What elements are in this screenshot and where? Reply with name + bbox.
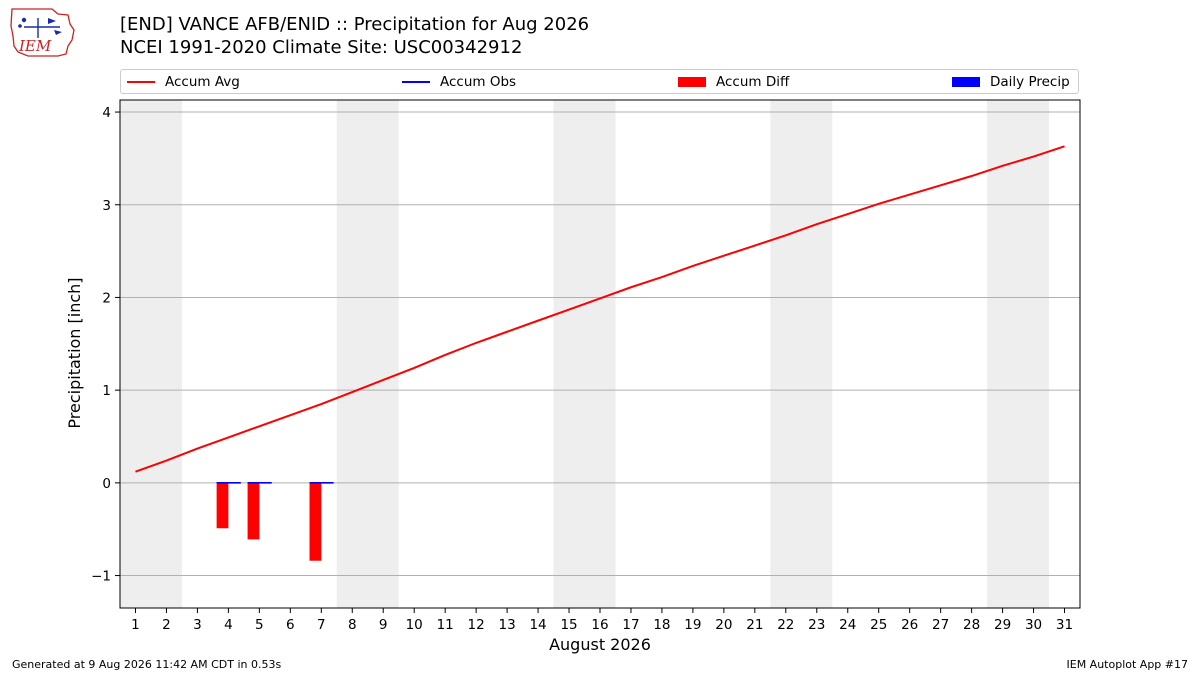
- iem-logo: IEM: [10, 8, 75, 57]
- footer-generated: Generated at 9 Aug 2026 11:42 AM CDT in …: [12, 658, 282, 671]
- x-tick-label: 14: [529, 617, 546, 633]
- title-line-1: [END] VANCE AFB/ENID :: Precipitation fo…: [120, 14, 590, 35]
- weekend-shade: [987, 100, 1050, 608]
- state-outline-shape: [10, 8, 75, 57]
- x-tick-label: 13: [499, 617, 516, 633]
- legend-item-daily-precip: Daily Precip: [952, 73, 1070, 91]
- legend-label-accum-avg: Accum Avg: [165, 74, 240, 90]
- y-tick-label: −1: [91, 569, 111, 585]
- x-tick-label: 11: [437, 617, 454, 633]
- x-tick-label: 25: [870, 617, 887, 633]
- legend-swatch-accum-diff: [678, 77, 706, 87]
- x-tick-label: 28: [963, 617, 980, 633]
- accum-diff-bar: [309, 482, 322, 561]
- x-tick-label: 30: [1025, 617, 1042, 633]
- legend-swatch-daily-precip: [952, 77, 980, 87]
- legend-swatch-accum-obs: [402, 81, 430, 83]
- weekend-shade: [336, 100, 399, 608]
- x-tick-label: 3: [193, 617, 202, 633]
- legend-swatch-accum-avg: [127, 81, 155, 83]
- y-tick-label: 0: [102, 476, 111, 492]
- x-tick-label: 16: [591, 617, 608, 633]
- y-tick-label: 1: [102, 383, 111, 399]
- x-tick-label: 8: [348, 617, 357, 633]
- y-tick-label: 2: [102, 290, 111, 306]
- legend-item-accum-obs: Accum Obs: [402, 73, 516, 91]
- x-tick-label: 12: [468, 617, 485, 633]
- x-tick-label: 5: [255, 617, 264, 633]
- accum-diff-bar: [216, 482, 229, 529]
- x-axis-label: August 2026: [549, 635, 651, 654]
- accum-diff-bar: [247, 482, 260, 540]
- legend: Accum Avg Accum Obs Accum Diff Daily Pre…: [120, 69, 1079, 94]
- x-tick-label: 7: [317, 617, 326, 633]
- x-tick-label: 18: [653, 617, 670, 633]
- y-tick-label: 4: [102, 105, 111, 121]
- weekend-shade: [553, 100, 616, 608]
- weekend-shade: [120, 100, 182, 608]
- y-tick-label: 3: [102, 198, 111, 214]
- x-tick-label: 31: [1056, 617, 1073, 633]
- x-tick-label: 24: [839, 617, 856, 633]
- title-line-2: NCEI 1991-2020 Climate Site: USC00342912: [120, 37, 523, 58]
- x-tick-label: 19: [684, 617, 701, 633]
- x-tick-label: 6: [286, 617, 295, 633]
- accum-avg-line: [135, 145, 1065, 473]
- y-axis-label: Precipitation [inch]: [65, 277, 84, 428]
- weekend-shade: [770, 100, 833, 608]
- x-tick-label: 4: [224, 617, 233, 633]
- x-tick-label: 1: [131, 617, 140, 633]
- legend-label-daily-precip: Daily Precip: [990, 74, 1070, 90]
- x-tick-label: 9: [379, 617, 388, 633]
- x-tick-label: 22: [777, 617, 794, 633]
- x-tick-label: 15: [560, 617, 577, 633]
- legend-label-accum-obs: Accum Obs: [440, 74, 517, 90]
- x-tick-label: 29: [994, 617, 1011, 633]
- legend-label-accum-diff: Accum Diff: [716, 74, 790, 90]
- legend-item-accum-diff: Accum Diff: [678, 73, 789, 91]
- footer-app: IEM Autoplot App #17: [1066, 658, 1189, 671]
- chart-title: [END] VANCE AFB/ENID :: Precipitation fo…: [120, 13, 589, 59]
- legend-item-accum-avg: Accum Avg: [127, 73, 240, 91]
- x-tick-label: 26: [901, 617, 918, 633]
- x-tick-label: 21: [746, 617, 763, 633]
- x-tick-label: 23: [808, 617, 825, 633]
- x-tick-label: 10: [406, 617, 423, 633]
- plot-frame: [119, 99, 1081, 609]
- x-tick-label: 17: [622, 617, 639, 633]
- x-tick-label: 20: [715, 617, 732, 633]
- x-tick-label: 2: [162, 617, 171, 633]
- logo-text: IEM: [18, 37, 52, 55]
- x-tick-label: 27: [932, 617, 949, 633]
